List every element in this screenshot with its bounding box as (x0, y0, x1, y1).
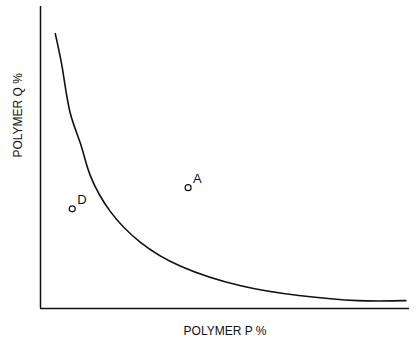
svg-text:POLYMER P %: POLYMER P % (184, 324, 267, 338)
svg-text:D: D (77, 192, 86, 207)
svg-text:POLYMER Q %: POLYMER Q % (11, 73, 25, 158)
svg-text:A: A (193, 171, 202, 186)
